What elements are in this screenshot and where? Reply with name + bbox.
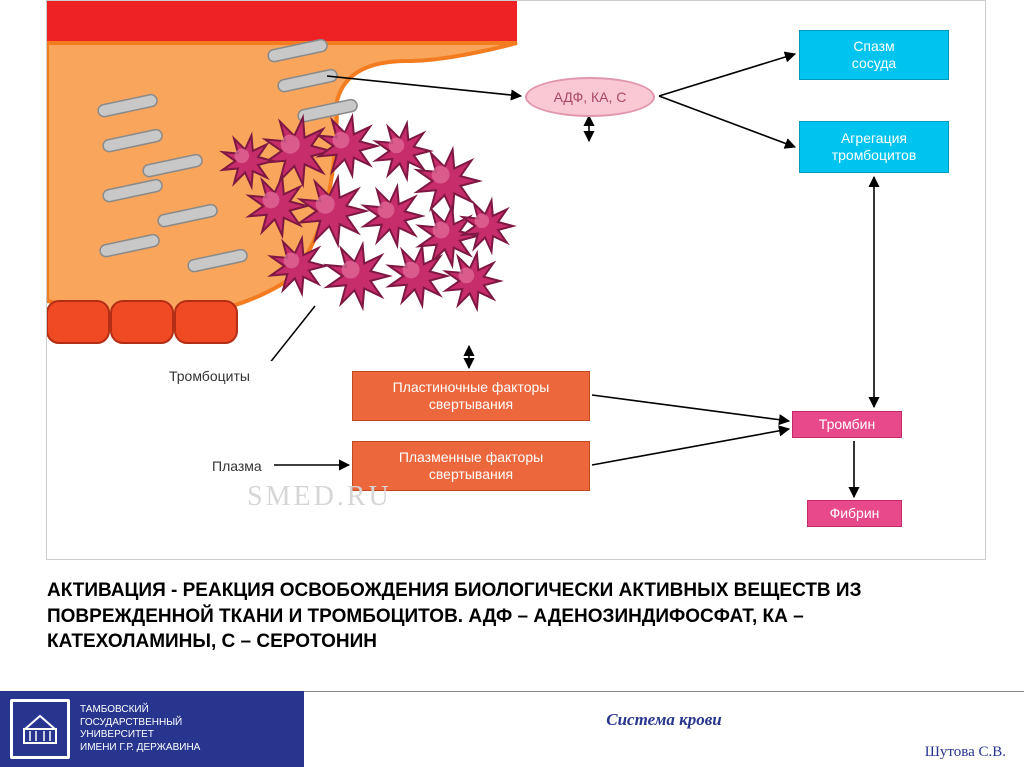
- university-name: ТАМБОВСКИЙ ГОСУДАРСТВЕННЫЙ УНИВЕРСИТЕТ И…: [80, 704, 200, 754]
- node-adp: АДФ, КА, С: [525, 77, 655, 117]
- edge-8: [592, 429, 789, 465]
- node-aggreg: Агрегациятромбоцитов: [799, 121, 949, 173]
- node-thrombin: Тромбин: [792, 411, 902, 438]
- node-platelet_factors: Пластиночные факторысвертывания: [352, 371, 590, 421]
- footer-subject: Система крови: [304, 710, 1024, 730]
- platelet-shape: [419, 207, 477, 266]
- node-fibrin: Фибрин: [807, 500, 902, 527]
- platelet-shape: [446, 253, 500, 308]
- university-logo: [10, 699, 70, 759]
- edge-1: [659, 54, 795, 96]
- platelet-shape: [364, 187, 422, 246]
- caption-text: АКТИВАЦИЯ - РЕАКЦИЯ ОСВОБОЖДЕНИЯ БИОЛОГИ…: [47, 578, 917, 655]
- label-thrombocytes: Тромбоциты: [169, 368, 250, 384]
- vessel-illustration: [47, 1, 587, 361]
- diagram-area: АДФ, КА, С Спазмсосуда Агрегациятромбоцито…: [46, 0, 986, 560]
- platelet-shape: [327, 245, 389, 308]
- edge-2: [659, 96, 795, 147]
- footer-right: Система крови Шутова С.В.: [304, 691, 1024, 767]
- watermark: SMED.RU: [247, 481, 392, 513]
- edge-7: [592, 395, 789, 421]
- platelet-shape: [463, 200, 513, 251]
- footer-university-block: ТАМБОВСКИЙ ГОСУДАРСТВЕННЫЙ УНИВЕРСИТЕТ И…: [0, 691, 304, 767]
- footer: ТАМБОВСКИЙ ГОСУДАРСТВЕННЫЙ УНИВЕРСИТЕТ И…: [0, 691, 1024, 767]
- footer-author: Шутова С.В.: [925, 744, 1006, 761]
- label-plasma: Плазма: [212, 458, 262, 474]
- node-spasm: Спазмсосуда: [799, 30, 949, 80]
- platelet-shape: [417, 150, 479, 213]
